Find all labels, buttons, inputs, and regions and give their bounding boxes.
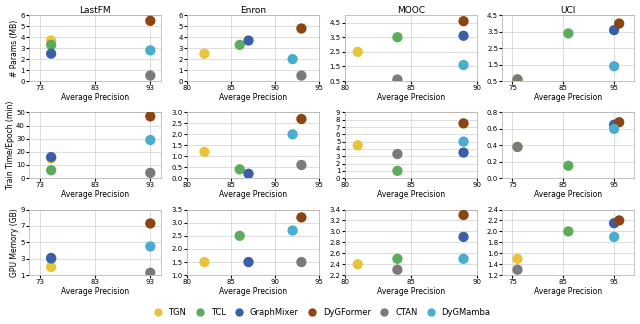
X-axis label: Average Precision: Average Precision (376, 93, 445, 102)
Point (458, 33, 468, 38)
Point (614, 21, 624, 26)
X-axis label: Average Precision: Average Precision (61, 93, 129, 102)
Point (296, 162, 307, 168)
Point (392, 151, 403, 156)
Point (235, 167, 245, 172)
Point (513, 77, 523, 82)
Point (353, 49, 363, 54)
Point (458, 256, 468, 261)
Point (458, 18, 468, 24)
Point (392, 256, 403, 261)
Point (46, 51, 56, 56)
Point (513, 267, 523, 272)
Point (243, 260, 253, 265)
X-axis label: Average Precision: Average Precision (534, 287, 602, 296)
Point (145, 137, 156, 143)
Title: LastFM: LastFM (79, 6, 111, 15)
Point (145, 270, 156, 275)
Point (392, 77, 403, 82)
X-axis label: Average Precision: Average Precision (219, 93, 287, 102)
Y-axis label: Train Time/Epoch (min): Train Time/Epoch (min) (6, 101, 15, 190)
X-axis label: Average Precision: Average Precision (534, 190, 602, 199)
Point (458, 121, 468, 126)
Point (287, 57, 298, 62)
Point (563, 31, 573, 36)
Point (513, 144, 523, 149)
Point (392, 35, 403, 40)
Point (235, 233, 245, 238)
Point (46, 256, 56, 261)
X-axis label: Average Precision: Average Precision (219, 190, 287, 199)
Y-axis label: GPU Memory (GB): GPU Memory (GB) (10, 208, 19, 277)
Point (392, 267, 403, 272)
Point (145, 221, 156, 226)
Point (353, 143, 363, 148)
X-axis label: Average Precision: Average Precision (61, 190, 129, 199)
X-axis label: Average Precision: Average Precision (61, 287, 129, 296)
Point (46, 155, 56, 160)
Point (563, 163, 573, 168)
Point (609, 122, 620, 127)
X-axis label: Average Precision: Average Precision (219, 287, 287, 296)
X-axis label: Average Precision: Average Precision (534, 93, 602, 102)
Y-axis label: # Params (MB): # Params (MB) (10, 19, 19, 77)
Title: UCI: UCI (561, 6, 576, 15)
Point (614, 218, 624, 223)
Point (614, 120, 624, 125)
X-axis label: Average Precision: Average Precision (376, 287, 445, 296)
Point (609, 64, 620, 69)
X-axis label: Average Precision: Average Precision (376, 190, 445, 199)
Point (287, 132, 298, 137)
Point (513, 144, 523, 149)
Point (296, 215, 307, 220)
Title: MOOC: MOOC (397, 6, 424, 15)
Point (458, 150, 468, 155)
Point (243, 171, 253, 176)
Legend: TGN, TCL, GraphMixer, DyGFormer, CTAN, DyGMamba: TGN, TCL, GraphMixer, DyGFormer, CTAN, D… (147, 306, 493, 320)
Point (392, 168, 403, 173)
Point (458, 213, 468, 218)
Title: Enron: Enron (240, 6, 266, 15)
Point (46, 168, 56, 173)
Point (199, 149, 209, 155)
Point (46, 264, 56, 270)
Point (46, 42, 56, 48)
Point (563, 229, 573, 234)
Point (46, 156, 56, 161)
Point (145, 114, 156, 119)
Point (199, 51, 209, 56)
Point (296, 116, 307, 122)
Point (145, 170, 156, 176)
Point (46, 255, 56, 260)
Point (145, 18, 156, 23)
Point (296, 260, 307, 265)
Point (458, 139, 468, 144)
Point (243, 38, 253, 43)
Point (296, 26, 307, 31)
Point (199, 260, 209, 265)
Point (609, 234, 620, 239)
Point (513, 256, 523, 261)
Point (513, 77, 523, 82)
Point (353, 262, 363, 267)
Point (458, 234, 468, 239)
Point (458, 63, 468, 68)
Point (609, 126, 620, 132)
Point (296, 73, 307, 78)
Point (235, 42, 245, 48)
Point (145, 48, 156, 53)
Point (46, 38, 56, 43)
Point (145, 244, 156, 249)
Point (287, 228, 298, 233)
Point (609, 221, 620, 226)
Point (609, 28, 620, 33)
Point (145, 73, 156, 78)
